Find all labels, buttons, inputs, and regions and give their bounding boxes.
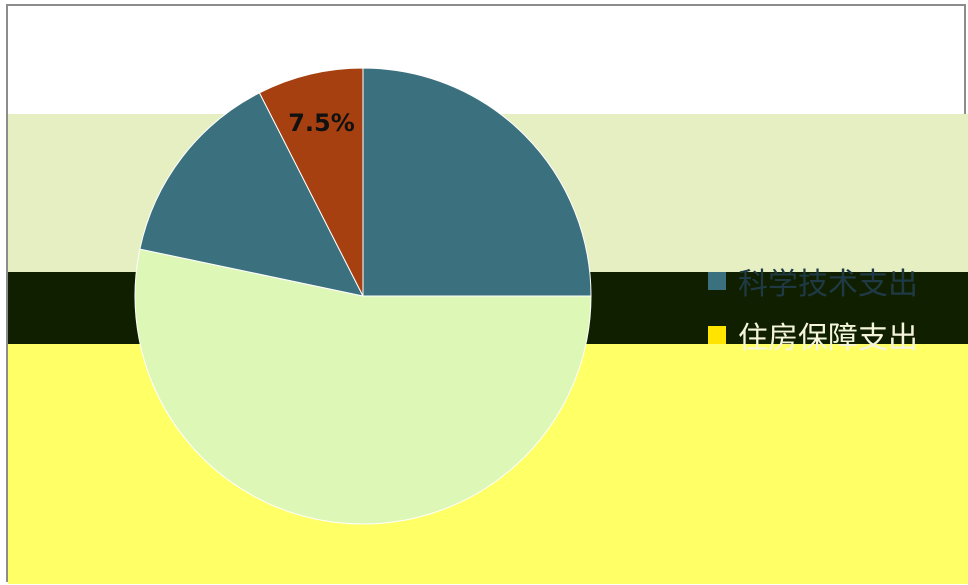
legend-label-science: 科学技术支出 xyxy=(738,267,918,302)
data-label-3: 7.5% xyxy=(288,109,355,137)
legend-item-housing: 住房保障支出 xyxy=(708,308,918,362)
pie-slice-3 xyxy=(258,67,364,297)
pie-slice-0 xyxy=(362,67,592,297)
legend-swatch-housing xyxy=(708,326,726,344)
legend-label-housing: 住房保障支出 xyxy=(738,321,918,356)
chart-frame: 7.5% 科学技术支出 住房保障支出 xyxy=(6,4,968,584)
pie-slice-2 xyxy=(139,92,364,297)
pie-slice-1 xyxy=(134,248,592,525)
legend-swatch-science xyxy=(708,272,726,290)
legend-item-science: 科学技术支出 xyxy=(708,254,918,308)
legend: 科学技术支出 住房保障支出 xyxy=(708,254,918,362)
pie-chart: 7.5% xyxy=(134,67,592,525)
